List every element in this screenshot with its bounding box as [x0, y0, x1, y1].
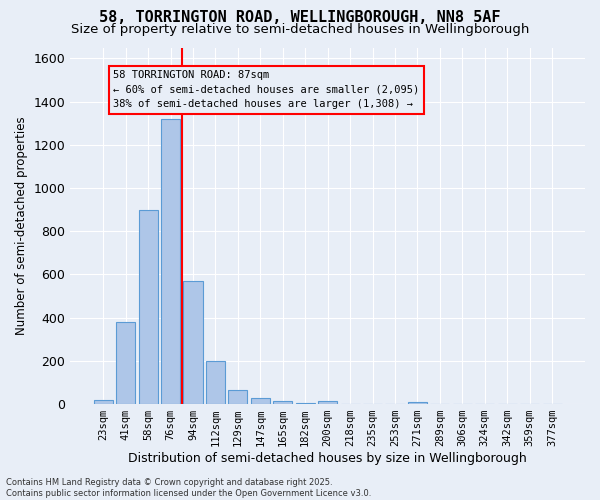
Bar — [161, 119, 180, 404]
Bar — [116, 322, 135, 404]
Bar — [273, 401, 292, 404]
Text: Size of property relative to semi-detached houses in Wellingborough: Size of property relative to semi-detach… — [71, 22, 529, 36]
Bar — [251, 398, 270, 404]
Bar — [139, 210, 158, 404]
Bar — [94, 400, 113, 404]
Bar — [408, 402, 427, 404]
Bar — [206, 361, 225, 404]
Text: Contains HM Land Registry data © Crown copyright and database right 2025.
Contai: Contains HM Land Registry data © Crown c… — [6, 478, 371, 498]
Text: 58, TORRINGTON ROAD, WELLINGBOROUGH, NN8 5AF: 58, TORRINGTON ROAD, WELLINGBOROUGH, NN8… — [99, 10, 501, 25]
Y-axis label: Number of semi-detached properties: Number of semi-detached properties — [15, 116, 28, 335]
Bar — [296, 403, 315, 404]
Bar — [184, 281, 203, 404]
Bar — [229, 390, 247, 404]
Text: 58 TORRINGTON ROAD: 87sqm
← 60% of semi-detached houses are smaller (2,095)
38% : 58 TORRINGTON ROAD: 87sqm ← 60% of semi-… — [113, 70, 419, 110]
X-axis label: Distribution of semi-detached houses by size in Wellingborough: Distribution of semi-detached houses by … — [128, 452, 527, 465]
Bar — [318, 401, 337, 404]
